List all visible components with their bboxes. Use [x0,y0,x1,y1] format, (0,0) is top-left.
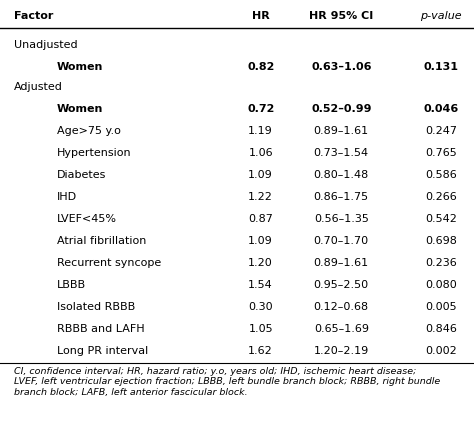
Text: 0.005: 0.005 [425,302,456,312]
Text: 1.54: 1.54 [248,280,273,290]
Text: 0.698: 0.698 [425,236,457,246]
Text: 1.20–2.19: 1.20–2.19 [314,346,369,356]
Text: branch block; LAFB, left anterior fascicular block.: branch block; LAFB, left anterior fascic… [14,388,248,397]
Text: 0.765: 0.765 [425,148,456,158]
Text: Diabetes: Diabetes [57,170,106,180]
Text: 1.20: 1.20 [248,258,273,268]
Text: Age>75 y.o: Age>75 y.o [57,126,121,136]
Text: RBBB and LAFH: RBBB and LAFH [57,324,145,334]
Text: 1.05: 1.05 [248,324,273,334]
Text: 0.86–1.75: 0.86–1.75 [314,192,369,202]
Text: Unadjusted: Unadjusted [14,40,78,50]
Text: Atrial fibrillation: Atrial fibrillation [57,236,146,246]
Text: 0.56–1.35: 0.56–1.35 [314,214,369,224]
Text: 0.87: 0.87 [248,214,273,224]
Text: 0.95–2.50: 0.95–2.50 [314,280,369,290]
Text: LVEF<45%: LVEF<45% [57,214,117,224]
Text: 0.002: 0.002 [425,346,456,356]
Text: HR 95% CI: HR 95% CI [309,11,374,21]
Text: Long PR interval: Long PR interval [57,346,148,356]
Text: 0.82: 0.82 [247,61,274,72]
Text: 0.73–1.54: 0.73–1.54 [314,148,369,158]
Text: 0.542: 0.542 [425,214,457,224]
Text: 1.09: 1.09 [248,236,273,246]
Text: 0.89–1.61: 0.89–1.61 [314,126,369,136]
Text: 0.080: 0.080 [425,280,456,290]
Text: 0.046: 0.046 [423,104,458,114]
Text: 0.846: 0.846 [425,324,457,334]
Text: 0.70–1.70: 0.70–1.70 [314,236,369,246]
Text: Factor: Factor [14,11,54,21]
Text: Adjusted: Adjusted [14,82,63,92]
Text: Women: Women [57,104,103,114]
Text: 0.236: 0.236 [425,258,456,268]
Text: 0.72: 0.72 [247,104,274,114]
Text: Hypertension: Hypertension [57,148,131,158]
Text: 1.62: 1.62 [248,346,273,356]
Text: HR: HR [252,11,270,21]
Text: LVEF, left ventricular ejection fraction; LBBB, left bundle branch block; RBBB, : LVEF, left ventricular ejection fraction… [14,378,440,386]
Text: 0.30: 0.30 [248,302,273,312]
Text: 0.12–0.68: 0.12–0.68 [314,302,369,312]
Text: 0.266: 0.266 [425,192,456,202]
Text: Isolated RBBB: Isolated RBBB [57,302,135,312]
Text: 0.586: 0.586 [425,170,456,180]
Text: Women: Women [57,61,103,72]
Text: 1.09: 1.09 [248,170,273,180]
Text: 0.80–1.48: 0.80–1.48 [314,170,369,180]
Text: 0.63–1.06: 0.63–1.06 [311,61,372,72]
Text: 1.22: 1.22 [248,192,273,202]
Text: p-value: p-value [420,11,462,21]
Text: 0.65–1.69: 0.65–1.69 [314,324,369,334]
Text: 1.19: 1.19 [248,126,273,136]
Text: Recurrent syncope: Recurrent syncope [57,258,161,268]
Text: 0.89–1.61: 0.89–1.61 [314,258,369,268]
Text: IHD: IHD [57,192,77,202]
Text: 0.52–0.99: 0.52–0.99 [311,104,372,114]
Text: 1.06: 1.06 [248,148,273,158]
Text: LBBB: LBBB [57,280,86,290]
Text: 0.131: 0.131 [423,61,458,72]
Text: CI, confidence interval; HR, hazard ratio; y.o, years old; IHD, ischemic heart d: CI, confidence interval; HR, hazard rati… [14,367,417,376]
Text: 0.247: 0.247 [425,126,457,136]
